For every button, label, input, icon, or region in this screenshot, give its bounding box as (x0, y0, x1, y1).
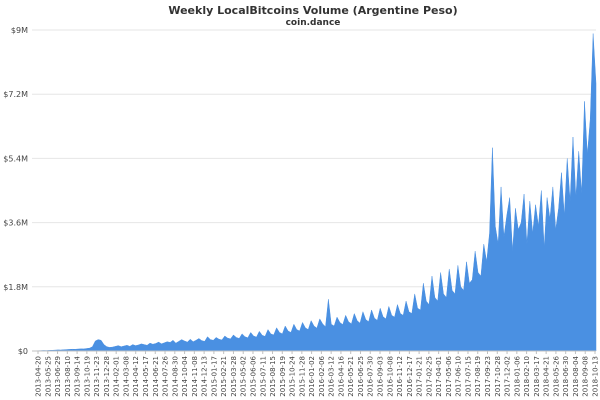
x-tick-label: 2016-04-16 (337, 355, 345, 396)
x-tick-label: 2016-12-17 (406, 356, 414, 397)
y-tick-label: $0 (18, 347, 28, 356)
y-tick-label: $3.6M (3, 219, 28, 228)
y-tick-label: $1.8M (3, 283, 28, 292)
x-tick-label: 2013-12-28 (103, 356, 111, 397)
x-tick-label: 2014-03-08 (122, 356, 130, 397)
x-tick-label: 2016-11-12 (396, 356, 404, 397)
x-tick-label: 2017-04-01 (435, 356, 443, 397)
y-tick-label: $9M (11, 26, 28, 35)
x-tick-label: 2014-06-21 (152, 356, 160, 397)
x-tick-label: 2016-01-02 (308, 356, 316, 397)
x-tick-label: 2018-08-04 (572, 355, 580, 396)
x-tick-label: 2017-09-23 (484, 356, 492, 397)
x-tick-label: 2014-08-30 (171, 356, 179, 397)
x-axis-ticks: 2013-04-20 2013-05-25 2013-06-29 2013-08-10… (35, 351, 600, 397)
y-tick-label: $5.4M (3, 154, 28, 163)
x-tick-label: 2017-08-19 (474, 356, 482, 397)
x-tick-label: 2018-04-21 (543, 356, 551, 397)
x-tick-label: 2015-06-06 (249, 355, 257, 396)
x-tick-label: 2016-10-08 (386, 356, 394, 397)
x-tick-label: 2013-05-25 (44, 356, 52, 397)
x-tick-label: 2014-12-13 (201, 356, 209, 397)
x-tick-label: 2018-02-10 (523, 356, 531, 397)
x-tick-label: 2014-04-12 (132, 356, 140, 397)
x-tick-label: 2018-06-30 (562, 356, 570, 397)
x-tick-label: 2014-11-08 (191, 356, 199, 397)
series-area (31, 33, 597, 352)
chart-subtitle: coin.dance (286, 18, 341, 28)
x-tick-label: 2018-10-13 (592, 356, 600, 397)
x-tick-label: 2018-03-17 (533, 356, 541, 397)
x-tick-label: 2017-07-15 (464, 356, 472, 397)
x-tick-label: 2018-09-08 (582, 356, 590, 397)
chart-title: Weekly LocalBitcoins Volume (Argentine P… (168, 4, 457, 17)
x-tick-label: 2017-02-25 (425, 356, 433, 397)
y-tick-label: $7.2M (3, 90, 28, 99)
x-tick-label: 2016-05-21 (347, 356, 355, 397)
x-tick-label: 2018-05-26 (552, 355, 560, 396)
x-tick-label: 2015-07-11 (259, 356, 267, 397)
x-tick-label: 2014-05-17 (142, 356, 150, 397)
x-tick-label: 2013-10-19 (83, 356, 91, 397)
x-tick-label: 2017-06-10 (455, 356, 463, 397)
x-tick-label: 2016-07-30 (367, 356, 375, 397)
x-tick-label: 2017-12-02 (504, 356, 512, 397)
x-tick-label: 2015-09-19 (279, 356, 287, 397)
x-tick-label: 2015-02-21 (220, 356, 228, 397)
x-tick-label: 2016-03-12 (328, 356, 336, 397)
x-tick-label: 2016-02-06 (318, 355, 326, 396)
x-tick-label: 2015-05-02 (240, 356, 248, 397)
x-tick-label: 2013-11-23 (93, 356, 101, 397)
x-tick-label: 2014-02-01 (113, 356, 121, 397)
x-tick-label: 2017-05-06 (445, 355, 453, 396)
x-tick-label: 2013-04-20 (35, 356, 43, 397)
x-tick-label: 2015-11-28 (298, 356, 306, 397)
x-tick-label: 2013-09-14 (74, 355, 82, 396)
x-tick-label: 2018-01-06 (513, 355, 521, 396)
plot-area (31, 33, 597, 352)
x-tick-label: 2015-08-15 (269, 356, 277, 397)
x-tick-label: 2013-06-29 (54, 356, 62, 397)
x-tick-label: 2014-07-26 (162, 355, 170, 396)
x-tick-label: 2016-06-25 (357, 356, 365, 397)
x-tick-label: 2014-10-04 (181, 355, 189, 396)
x-tick-label: 2015-03-28 (230, 356, 238, 397)
x-tick-label: 2015-01-17 (210, 356, 218, 397)
y-axis-ticks: $0 $1.8M $3.6M $5.4M $7.2M $9M (3, 26, 28, 356)
x-tick-label: 2017-10-28 (494, 356, 502, 397)
x-tick-label: 2013-08-10 (64, 356, 72, 397)
x-tick-label: 2016-09-03 (377, 356, 385, 397)
x-tick-label: 2015-10-24 (289, 355, 297, 396)
x-tick-label: 2017-01-21 (416, 356, 424, 397)
